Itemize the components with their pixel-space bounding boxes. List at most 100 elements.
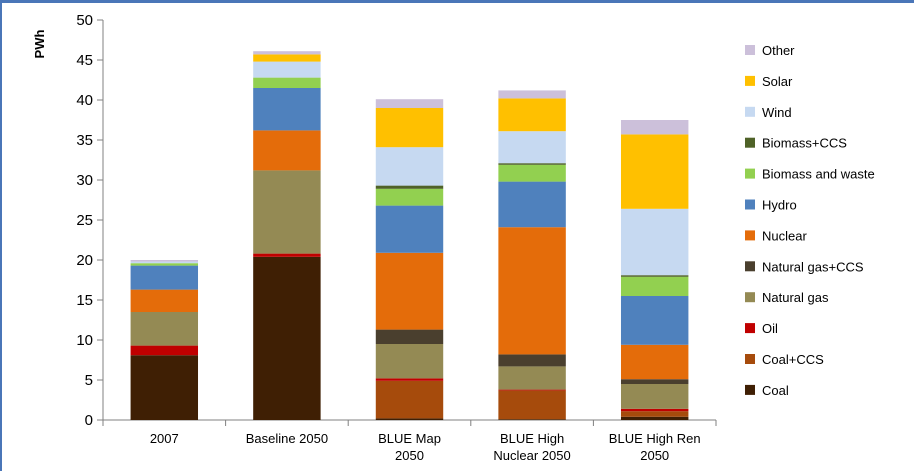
legend-label: Biomass and waste [762, 167, 875, 182]
left-border [0, 0, 2, 471]
bar-segment [620, 296, 689, 345]
x-axis: 2007 Baseline 2050 BLUE Map 2050 BLUE High Nu… [102, 419, 717, 463]
bar-segment [375, 205, 444, 253]
bar-segment [498, 354, 566, 367]
legend-swatch [745, 230, 755, 241]
legend-swatch [745, 323, 755, 334]
legend-label: Solar [762, 74, 793, 89]
bar-segment [620, 344, 689, 380]
bar-segment [498, 419, 566, 420]
x-tick-label: BLUE High Nuclear 2050 [493, 431, 570, 463]
bar-segment [498, 164, 566, 182]
legend-swatch [745, 168, 755, 179]
bar-segment [620, 411, 689, 417]
bar-segment [253, 88, 321, 131]
legend-swatch [745, 261, 755, 272]
bar-segment [253, 256, 321, 420]
bar-segment [620, 416, 689, 420]
legend-swatch [745, 75, 755, 86]
bar-segment [253, 51, 321, 55]
legend-label: Nuclear [762, 228, 807, 243]
bar-segment [130, 263, 199, 266]
bar-segment [620, 408, 689, 412]
legend-swatch [745, 106, 755, 117]
legend-label: Natural gas+CCS [762, 259, 864, 274]
y-tick-label: 15 [76, 292, 93, 309]
bar-segment [498, 163, 566, 165]
bars [130, 51, 689, 420]
legend-swatch [745, 384, 755, 395]
y-tick-label: 5 [85, 372, 93, 389]
bar-segment [375, 378, 444, 381]
bar-segment [130, 265, 199, 290]
bar-segment [620, 276, 689, 296]
bar-segment [253, 170, 321, 254]
bar-segment [620, 120, 689, 135]
bar-segment [375, 185, 444, 189]
bar-segment [498, 131, 566, 164]
bar-segment [375, 252, 444, 330]
bar-segment [130, 261, 199, 264]
bar-segment [375, 99, 444, 108]
x-tick-label: 2007 [150, 431, 179, 446]
y-tick-label: 50 [76, 12, 93, 29]
bar-segment [130, 345, 199, 356]
legend-swatch [745, 354, 755, 364]
y-tick-label: 45 [76, 52, 93, 69]
y-tick-label: 0 [85, 412, 93, 429]
legend-label: Coal+CCS [762, 352, 824, 367]
bar-segment [498, 366, 566, 390]
bar-segment [620, 379, 689, 384]
legend: Other Solar Wind Biomass+CCS Biomass and was… [745, 43, 875, 398]
legend-label: Hydro [762, 198, 797, 213]
bar-segment [498, 227, 566, 355]
legend-label: Other [762, 43, 795, 58]
bar-segment [620, 208, 689, 276]
legend-label: Coal [762, 383, 789, 398]
bar-segment [253, 54, 321, 62]
legend-label: Oil [762, 321, 778, 336]
legend-label: Natural gas [762, 290, 829, 305]
y-tick-label: 40 [76, 92, 93, 109]
bar-segment [375, 380, 444, 419]
y-axis: 0 5 10 15 20 25 30 35 40 45 50 [76, 12, 104, 429]
bar-segment [375, 329, 444, 344]
legend-swatch [745, 45, 755, 55]
bar-segment [375, 108, 444, 148]
bar-segment [498, 389, 566, 391]
y-axis-label: PWh [32, 30, 47, 59]
bar-segment [498, 181, 566, 228]
top-border [0, 0, 914, 3]
bar-segment [375, 147, 444, 186]
legend-label: Wind [762, 105, 792, 120]
legend-swatch [745, 292, 755, 303]
bar-segment [498, 90, 566, 99]
y-tick-label: 20 [76, 252, 93, 269]
bar-segment [253, 77, 321, 88]
y-tick-label: 30 [76, 172, 93, 189]
x-tick-label: Baseline 2050 [246, 431, 328, 446]
bar-segment [620, 275, 689, 277]
y-tick-label: 10 [76, 332, 93, 349]
x-tick-label: BLUE Map 2050 [378, 431, 441, 463]
bar-segment [130, 355, 199, 420]
bar-segment [130, 289, 199, 312]
y-tick-label: 25 [76, 212, 93, 229]
y-tick-label: 35 [76, 132, 93, 149]
bar-segment [375, 188, 444, 206]
legend-label: Biomass+CCS [762, 136, 847, 151]
bar-segment [130, 260, 199, 262]
bar-segment [375, 344, 444, 379]
legend-swatch [745, 199, 755, 210]
bar-segment [130, 312, 199, 346]
bar-segment [498, 98, 566, 132]
bar-segment [498, 390, 566, 420]
bar-segment [620, 384, 689, 409]
legend-swatch [745, 137, 755, 148]
bar-segment [253, 61, 321, 78]
bar-segment [375, 418, 444, 420]
x-tick-label: BLUE High Ren 2050 [609, 431, 701, 463]
bar-segment [253, 253, 321, 257]
bar-segment [253, 130, 321, 171]
